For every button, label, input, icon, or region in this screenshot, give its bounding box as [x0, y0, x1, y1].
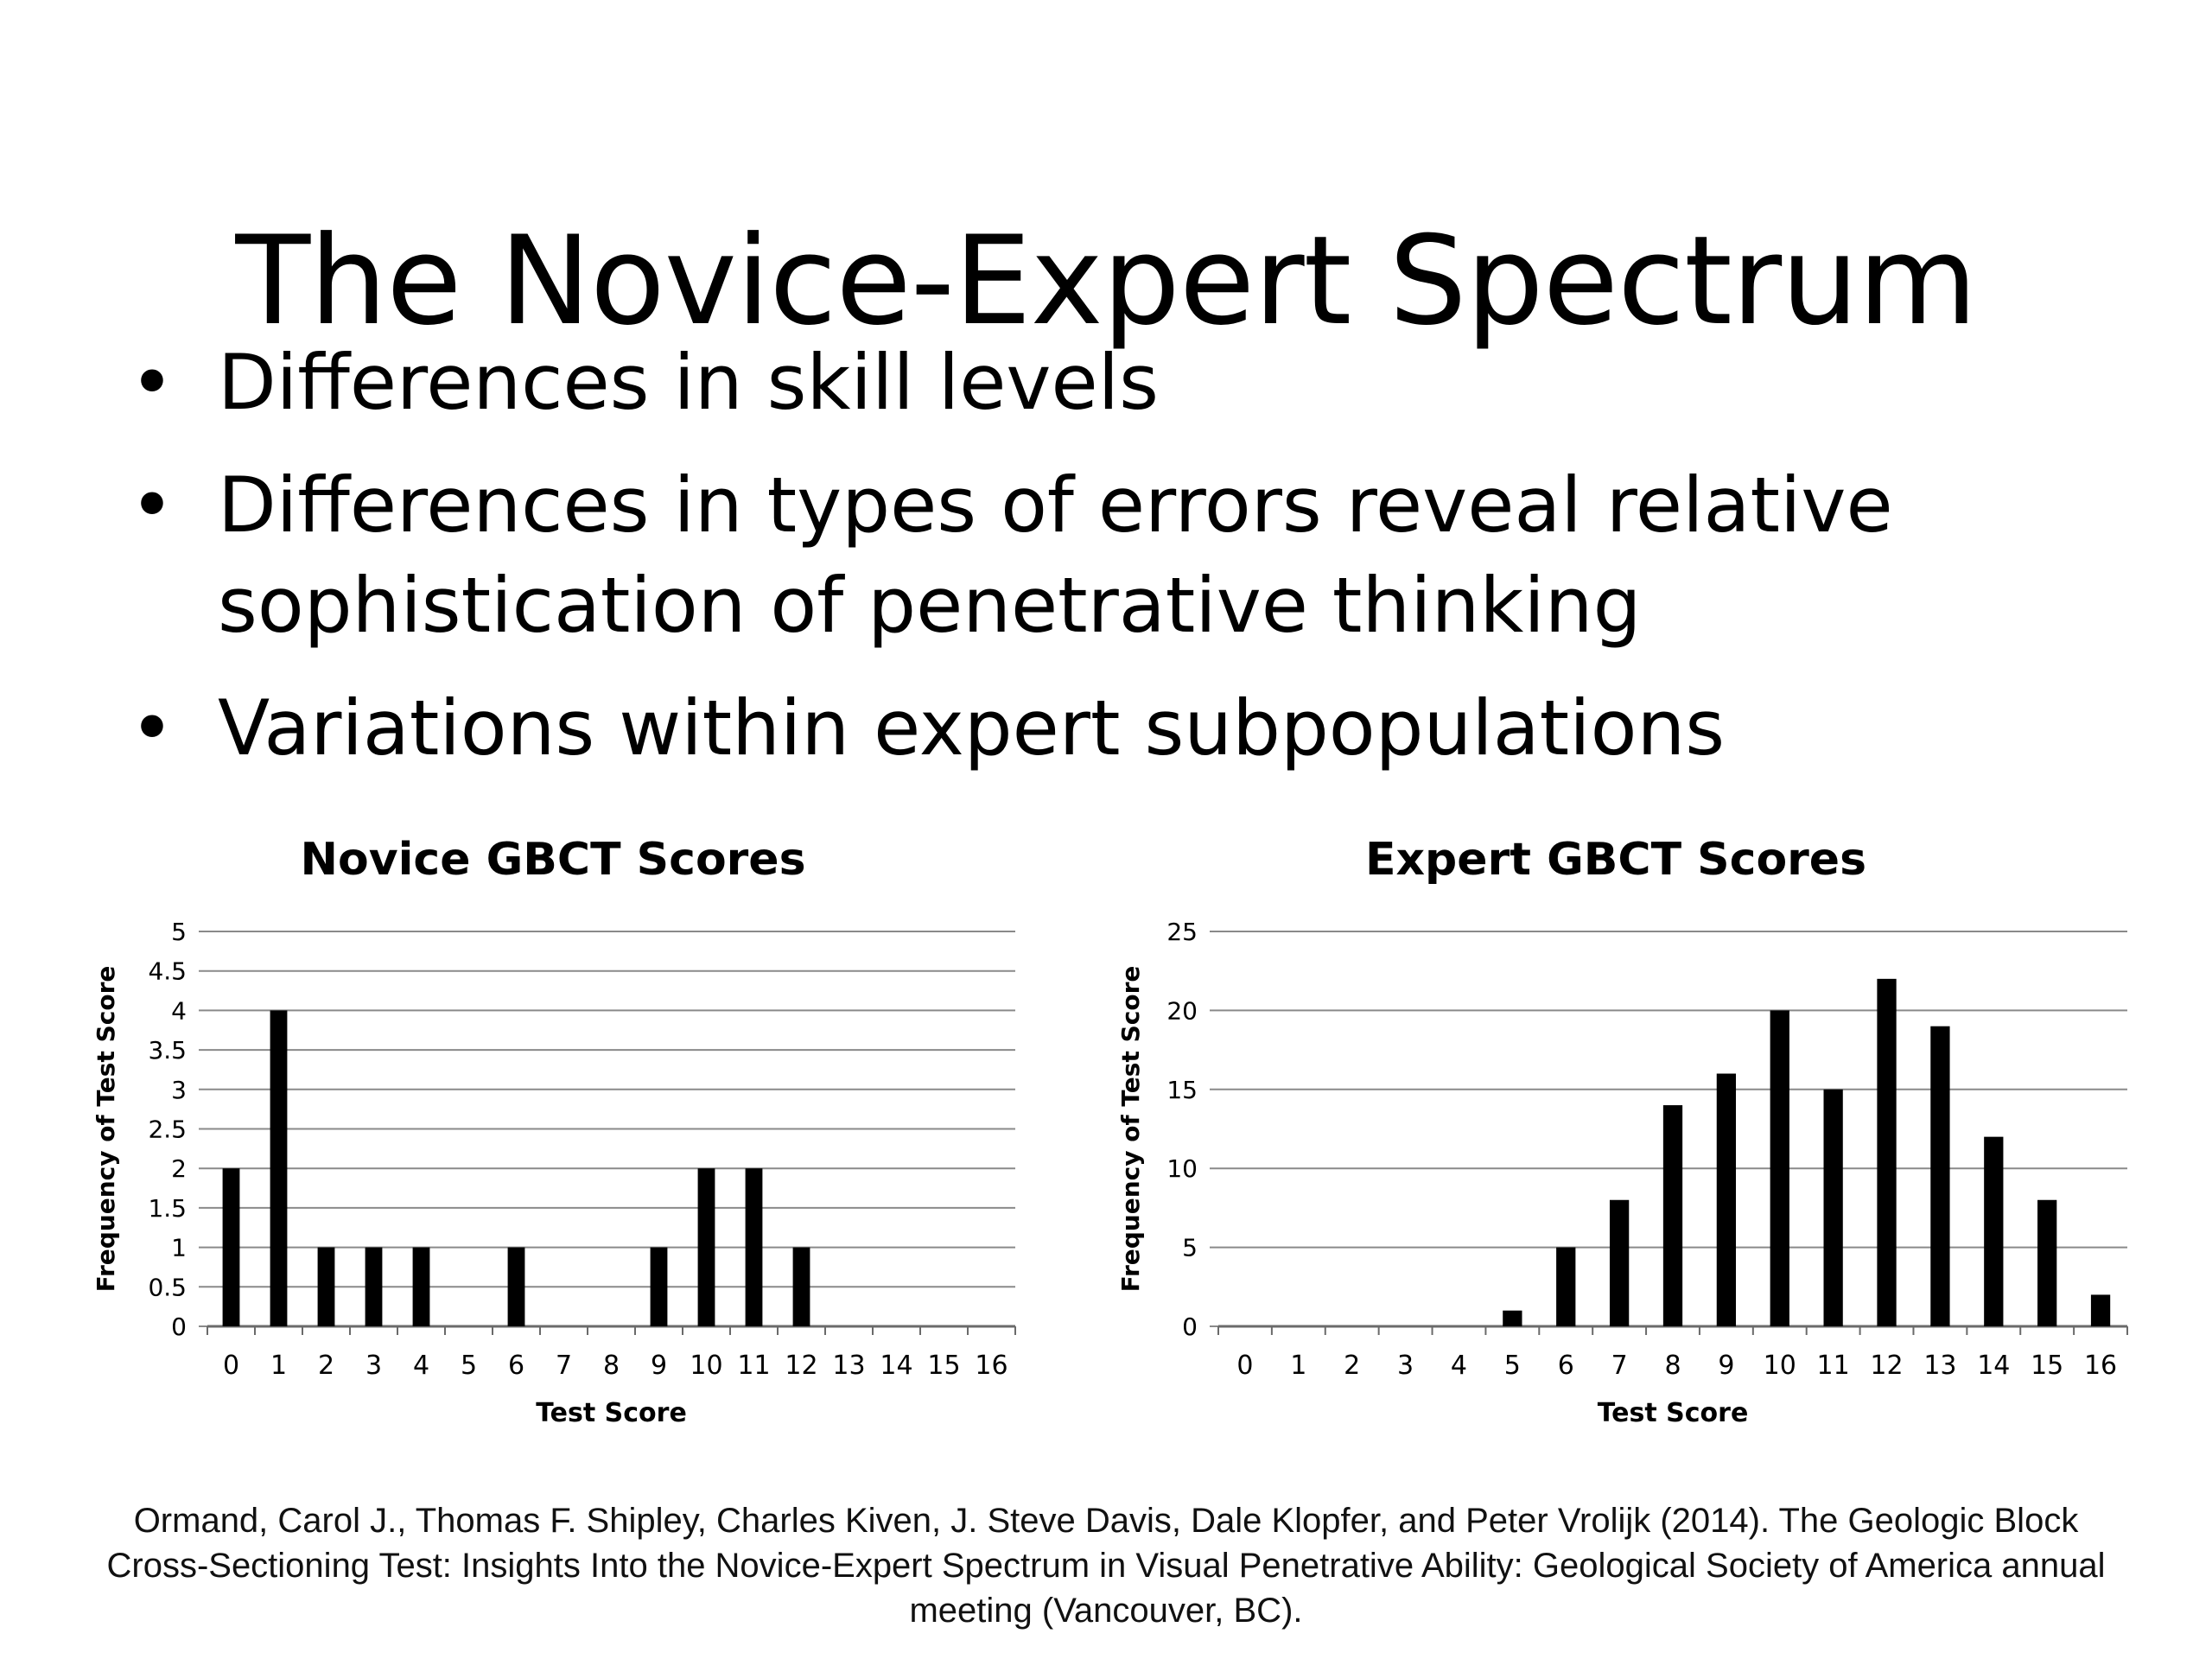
expert-y-axis-label: Frequency of Test Score [1116, 966, 1145, 1293]
expert-x-tick-label: 0 [1236, 1351, 1253, 1381]
expert-y-tick-label: 15 [1166, 1076, 1198, 1104]
novice-x-tick-label: 4 [413, 1351, 429, 1381]
expert-x-tick-label: 9 [1718, 1351, 1734, 1381]
novice-bar [222, 1168, 240, 1326]
bullet-item: • Differences in skill levels [130, 333, 2117, 433]
novice-x-axis-label: Test Score [536, 1398, 687, 1428]
expert-x-tick-label: 10 [1764, 1351, 1796, 1381]
novice-y-tick-label: 2.5 [148, 1116, 187, 1144]
expert-bar [2090, 1294, 2111, 1326]
bullet-text: Differences in skill levels [218, 338, 1159, 427]
expert-x-tick-label: 3 [1397, 1351, 1414, 1381]
novice-bar [650, 1247, 668, 1326]
novice-x-tick-label: 5 [461, 1351, 477, 1381]
expert-x-tick-label: 14 [1977, 1351, 2010, 1381]
novice-y-tick-label: 1.5 [148, 1194, 187, 1223]
novice-y-tick-label: 5 [171, 918, 187, 946]
expert-bar [1716, 1073, 1737, 1326]
expert-x-tick-label: 8 [1664, 1351, 1681, 1381]
novice-y-tick-label: 1 [171, 1234, 187, 1262]
expert-chart: Expert GBCT Scores 0 5 10 15 20 25 0 1 2 3 4 5 6 7 8 9 10… [1097, 821, 2160, 1443]
expert-y-tick-label: 0 [1182, 1313, 1198, 1341]
expert-x-tick-label: 12 [1870, 1351, 1903, 1381]
citation: Ormand, Carol J., Thomas F. Shipley, Cha… [106, 1502, 2106, 1630]
expert-bar [2037, 1199, 2057, 1326]
novice-bar [697, 1168, 715, 1326]
novice-bar [507, 1247, 525, 1326]
novice-x-tick-label: 2 [318, 1351, 334, 1381]
expert-x-tick-label: 2 [1344, 1351, 1360, 1381]
novice-chart-svg: Novice GBCT Scores 0 0.5 1 1.5 2 2.5 3 3.5 4 4.5 5 0… [92, 834, 1016, 1428]
novice-x-tick-label: 12 [785, 1351, 817, 1381]
novice-x-tick-label: 14 [880, 1351, 912, 1381]
novice-x-tick-label: 9 [651, 1351, 667, 1381]
novice-y-tick-label: 4.5 [148, 957, 187, 986]
novice-bar [365, 1247, 383, 1326]
expert-y-tick-label: 10 [1166, 1154, 1198, 1183]
novice-x-tick-label: 13 [832, 1351, 865, 1381]
bullet-dot: • [130, 683, 175, 772]
expert-x-tick-label: 5 [1504, 1351, 1521, 1381]
expert-bar [1984, 1136, 2004, 1326]
novice-x-tick-label: 15 [927, 1351, 960, 1381]
bullet-text: Variations within expert subpopulations [218, 683, 1726, 772]
expert-x-tick-label: 1 [1290, 1351, 1306, 1381]
novice-y-tick-label: 3.5 [148, 1036, 187, 1065]
novice-x-tick-label: 11 [737, 1351, 770, 1381]
expert-x-tick-label: 4 [1451, 1351, 1467, 1381]
expert-x-tick-label: 13 [1923, 1351, 1956, 1381]
novice-x-tick-label: 10 [690, 1351, 722, 1381]
novice-x-tick-label: 8 [603, 1351, 620, 1381]
expert-bar [1609, 1199, 1630, 1326]
novice-y-axis-label: Frequency of Test Score [92, 966, 120, 1293]
novice-bar [412, 1247, 430, 1326]
bullet-dot: • [130, 461, 175, 550]
novice-bar [792, 1247, 810, 1326]
novice-y-tick-label: 4 [171, 996, 187, 1025]
novice-y-tick-label: 0 [171, 1313, 187, 1341]
expert-x-tick-label: 16 [2084, 1351, 2117, 1381]
bullet-dot: • [130, 338, 175, 427]
expert-x-tick-label: 11 [1817, 1351, 1850, 1381]
novice-bar [317, 1247, 335, 1326]
novice-x-tick-label: 16 [975, 1351, 1007, 1381]
expert-chart-title: Expert GBCT Scores [1365, 834, 1866, 886]
expert-y-tick-label: 25 [1166, 918, 1198, 946]
novice-x-tick-label: 0 [223, 1351, 239, 1381]
novice-x-tick-label: 6 [508, 1351, 524, 1381]
novice-y-tick-label: 0.5 [148, 1273, 187, 1301]
novice-bar [270, 1010, 288, 1326]
novice-chart-title: Novice GBCT Scores [300, 834, 805, 886]
novice-x-tick-label: 1 [270, 1351, 287, 1381]
expert-x-tick-label: 6 [1558, 1351, 1574, 1381]
slide-title: The Novice-Expert Spectrum [235, 210, 1977, 353]
bullet-item: • Differences in types of errors reveal r… [130, 455, 2117, 656]
expert-x-tick-label: 15 [2031, 1351, 2063, 1381]
expert-bar [1503, 1310, 1522, 1326]
bullet-item: • Variations within expert subpopulations [130, 678, 2117, 779]
expert-x-tick-label: 7 [1611, 1351, 1628, 1381]
novice-bar [745, 1168, 763, 1326]
bullet-text: Differences in types of errors reveal re… [218, 461, 1893, 650]
novice-y-tick-label: 3 [171, 1076, 187, 1104]
novice-x-tick-label: 3 [365, 1351, 382, 1381]
expert-bar [1662, 1105, 1683, 1326]
expert-y-tick-label: 20 [1166, 996, 1198, 1025]
expert-bar [1823, 1089, 1843, 1326]
expert-bar [1877, 978, 1897, 1326]
expert-x-axis-label: Test Score [1598, 1398, 1749, 1428]
expert-bar [1770, 1010, 1789, 1326]
expert-y-tick-label: 5 [1182, 1234, 1198, 1262]
novice-y-tick-label: 2 [171, 1154, 187, 1183]
expert-bar [1556, 1247, 1576, 1326]
novice-chart: Novice GBCT Scores 0 0.5 1 1.5 2 2.5 3 3.5 4 4.5 5 0… [69, 821, 1063, 1443]
novice-x-tick-label: 7 [556, 1351, 572, 1381]
expert-bar [1930, 1026, 1950, 1326]
bullet-list: • Differences in skill levels • Difference… [130, 333, 2117, 801]
